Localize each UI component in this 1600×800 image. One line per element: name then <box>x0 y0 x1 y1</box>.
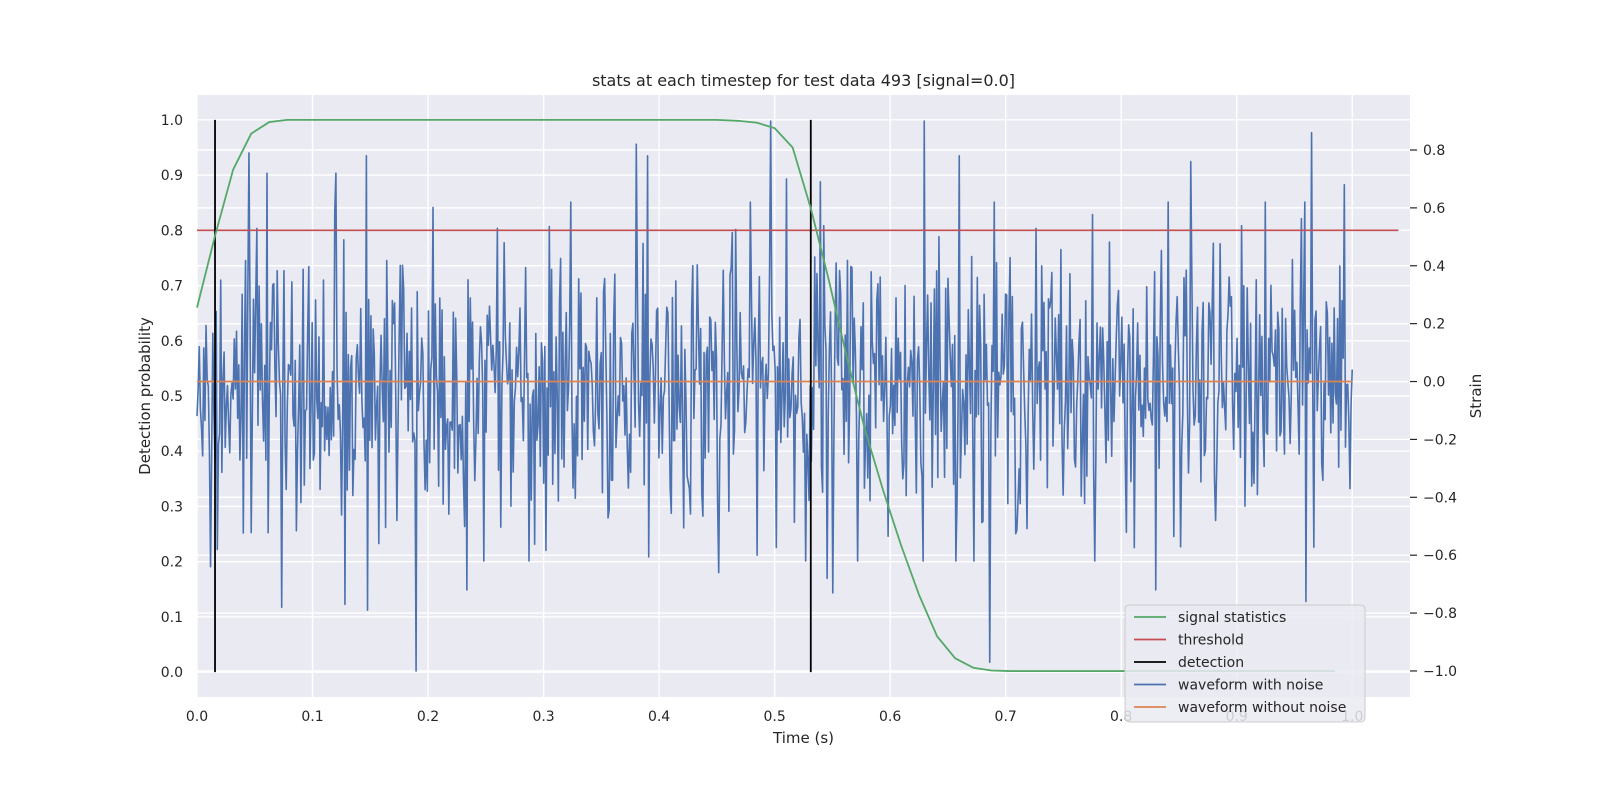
reference-lines-layer <box>196 118 1399 673</box>
y2-tick-label-0: −1.0 <box>1423 664 1457 680</box>
chart-title: stats at each timestep for test data 493… <box>592 71 1015 90</box>
series-layer <box>196 118 1399 673</box>
y2-axis-label: Strain <box>1467 374 1485 418</box>
x-tick-label-1: 0.1 <box>301 709 323 725</box>
x-tick-label-2: 0.2 <box>417 709 439 725</box>
x-tick-label-4: 0.4 <box>648 709 670 725</box>
x-tick-label-7: 0.7 <box>995 709 1017 725</box>
y2-tick-label-4: −0.2 <box>1423 432 1457 448</box>
legend-box <box>1124 604 1366 723</box>
y-tick-label-1: 0.1 <box>161 610 183 626</box>
y2-tick-label-1: −0.8 <box>1423 606 1457 622</box>
y-tick-label-10: 1.0 <box>161 113 183 129</box>
y-axis-label: Detection probability <box>136 317 154 475</box>
y2-tick-label-6: 0.2 <box>1423 317 1445 333</box>
y2-tick-label-2: −0.6 <box>1423 548 1457 564</box>
legend-label-0: signal statistics <box>1178 610 1286 626</box>
y-tick-label-0: 0.0 <box>161 665 183 681</box>
legend-label-2: detection <box>1178 655 1244 671</box>
y-tick-label-5: 0.5 <box>161 389 183 405</box>
legend: signal statistics threshold detection wavef… <box>1124 604 1366 723</box>
y2-tick-label-5: 0.0 <box>1423 375 1445 391</box>
x-axis-label: Time (s) <box>772 729 834 747</box>
y-tick-label-2: 0.2 <box>161 555 183 571</box>
waveform-with-noise-layer <box>196 120 1354 672</box>
axis-ticks: 0.0 0.1 0.2 0.3 0.4 0.5 0.6 0.7 0.8 0.9 1.0 0.0 0.1 0… <box>161 113 1457 725</box>
legend-label-1: threshold <box>1178 633 1244 649</box>
x-tick-label-3: 0.3 <box>532 709 554 725</box>
legend-label-4: waveform without noise <box>1178 700 1346 716</box>
y2-tick-label-3: −0.4 <box>1423 490 1457 506</box>
y-tick-label-9: 0.9 <box>161 168 183 184</box>
y2-tick-label-9: 0.8 <box>1423 143 1445 159</box>
waveform-with-noise-line <box>196 120 1354 672</box>
y2-tick-label-8: 0.6 <box>1423 201 1445 217</box>
legend-label-3: waveform with noise <box>1178 678 1323 694</box>
x-tick-label-5: 0.5 <box>763 709 785 725</box>
y-tick-label-4: 0.4 <box>161 444 183 460</box>
y-tick-label-8: 0.8 <box>161 223 183 239</box>
signal-statistics-line <box>196 118 1335 672</box>
y-tick-label-3: 0.3 <box>161 499 183 515</box>
x-tick-label-6: 0.6 <box>879 709 901 725</box>
y2-tick-label-7: 0.4 <box>1423 259 1445 275</box>
y-tick-label-7: 0.7 <box>161 279 183 295</box>
y-tick-label-6: 0.6 <box>161 334 183 350</box>
x-tick-label-0: 0.0 <box>186 709 208 725</box>
